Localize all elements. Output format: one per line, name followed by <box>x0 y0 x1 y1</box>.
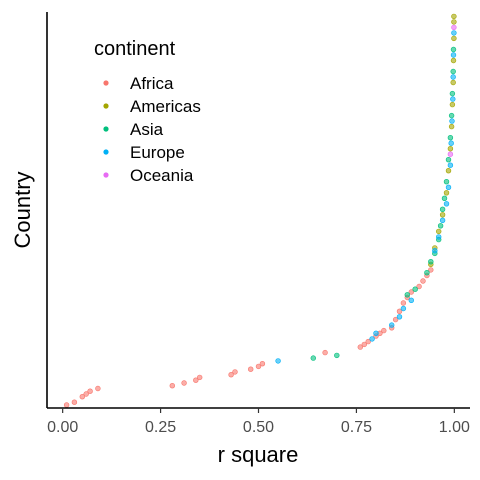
x-tick-label: 0.00 <box>47 419 78 436</box>
data-point-asia <box>334 352 340 359</box>
data-point-africa <box>322 349 328 356</box>
data-point-africa <box>408 289 414 295</box>
legend-title: continent <box>94 38 176 60</box>
data-point-oceania <box>451 24 457 31</box>
legend-label-americas: Americas <box>130 97 201 116</box>
x-tick-label: 1.00 <box>439 419 470 436</box>
data-point-europe <box>448 140 454 146</box>
data-point-africa <box>169 383 176 389</box>
data-point-africa <box>392 316 399 323</box>
data-point-americas <box>450 79 456 86</box>
data-point-asia <box>443 179 450 185</box>
data-point-asia <box>445 157 452 163</box>
data-point-europe <box>396 314 403 320</box>
data-point-africa <box>420 278 426 284</box>
data-point-americas <box>439 212 446 218</box>
data-point-europe <box>369 336 375 342</box>
data-point-europe <box>450 96 456 102</box>
data-point-europe <box>389 322 395 328</box>
x-tick-label: 0.50 <box>243 419 274 436</box>
data-point-asia <box>449 90 456 97</box>
data-point-asia <box>441 195 448 202</box>
data-point-asia <box>428 259 434 265</box>
data-point-europe <box>447 162 454 168</box>
data-point-africa <box>63 402 70 408</box>
x-ticks: 0.00 0.25 0.50 0.75 1.00 <box>47 408 470 436</box>
data-point-europe <box>445 184 452 191</box>
data-point-americas <box>445 168 452 174</box>
data-point-africa <box>255 363 262 370</box>
data-point-europe <box>450 74 456 80</box>
legend-label-asia: Asia <box>130 120 164 139</box>
data-point-americas <box>443 190 450 196</box>
data-point-africa <box>87 388 93 394</box>
data-point-oceania <box>447 151 454 157</box>
data-point-europe <box>432 248 438 254</box>
data-point-europe <box>450 52 457 58</box>
data-point-africa <box>259 361 266 367</box>
data-point-africa <box>400 300 407 306</box>
data-point-asia <box>424 270 430 276</box>
data-point-americas <box>450 57 457 64</box>
data-point-europe <box>373 330 379 336</box>
data-point-africa <box>232 369 238 375</box>
data-point-asia <box>448 112 455 119</box>
legend-key-africa <box>103 80 109 86</box>
data-point-asia <box>450 46 457 53</box>
data-point-africa <box>416 283 422 290</box>
data-point-africa <box>248 366 254 372</box>
data-point-africa <box>95 385 101 392</box>
data-point-africa <box>357 344 363 350</box>
data-point-africa <box>428 267 434 273</box>
data-point-americas <box>447 146 454 152</box>
data-point-europe <box>436 234 442 240</box>
legend-key-europe <box>103 149 109 155</box>
data-point-africa <box>365 338 371 345</box>
data-point-asia <box>439 206 446 213</box>
data-point-europe <box>275 358 281 364</box>
data-point-africa <box>193 377 199 383</box>
data-point-americas <box>451 19 457 25</box>
x-tick-label: 0.75 <box>341 419 372 436</box>
legend-key-asia <box>103 126 109 132</box>
data-point-americas <box>451 35 457 42</box>
data-point-americas <box>449 101 456 108</box>
data-point-africa <box>361 341 367 348</box>
legend-key-americas <box>103 103 109 109</box>
legend-key-oceania <box>103 172 109 178</box>
data-point-africa <box>228 372 234 378</box>
data-point-asia <box>310 355 316 361</box>
data-point-asia <box>437 223 444 229</box>
data-point-europe <box>449 118 455 124</box>
data-point-europe <box>451 30 457 36</box>
data-point-europe <box>400 305 407 312</box>
x-axis-title: r square <box>218 442 299 467</box>
y-axis-title: Country <box>10 171 35 248</box>
data-point-americas <box>436 228 442 235</box>
data-point-africa <box>79 394 86 400</box>
data-point-asia <box>404 292 410 298</box>
data-point-africa <box>381 327 387 334</box>
data-point-africa <box>396 308 403 314</box>
data-point-asia <box>447 135 454 141</box>
data-point-africa <box>71 399 78 405</box>
data-point-americas <box>451 13 457 20</box>
x-tick-label: 0.25 <box>145 419 176 436</box>
data-point-asia <box>450 68 456 75</box>
data-point-europe <box>439 217 446 224</box>
data-point-africa <box>83 391 89 397</box>
legend-label-oceania: Oceania <box>130 166 194 185</box>
points-layer <box>63 13 457 408</box>
legend-label-africa: Africa <box>130 74 174 93</box>
data-point-africa <box>181 380 187 386</box>
data-point-europe <box>443 201 450 207</box>
data-point-europe <box>408 297 414 303</box>
legend-items: Africa Americas Asia Europe Oceania <box>103 74 201 185</box>
data-point-asia <box>412 286 418 292</box>
data-point-americas <box>448 123 455 130</box>
legend-label-europe: Europe <box>130 143 185 162</box>
data-point-africa <box>197 374 203 381</box>
legend: continent Africa Americas Asia Europe Oceani… <box>94 38 201 185</box>
